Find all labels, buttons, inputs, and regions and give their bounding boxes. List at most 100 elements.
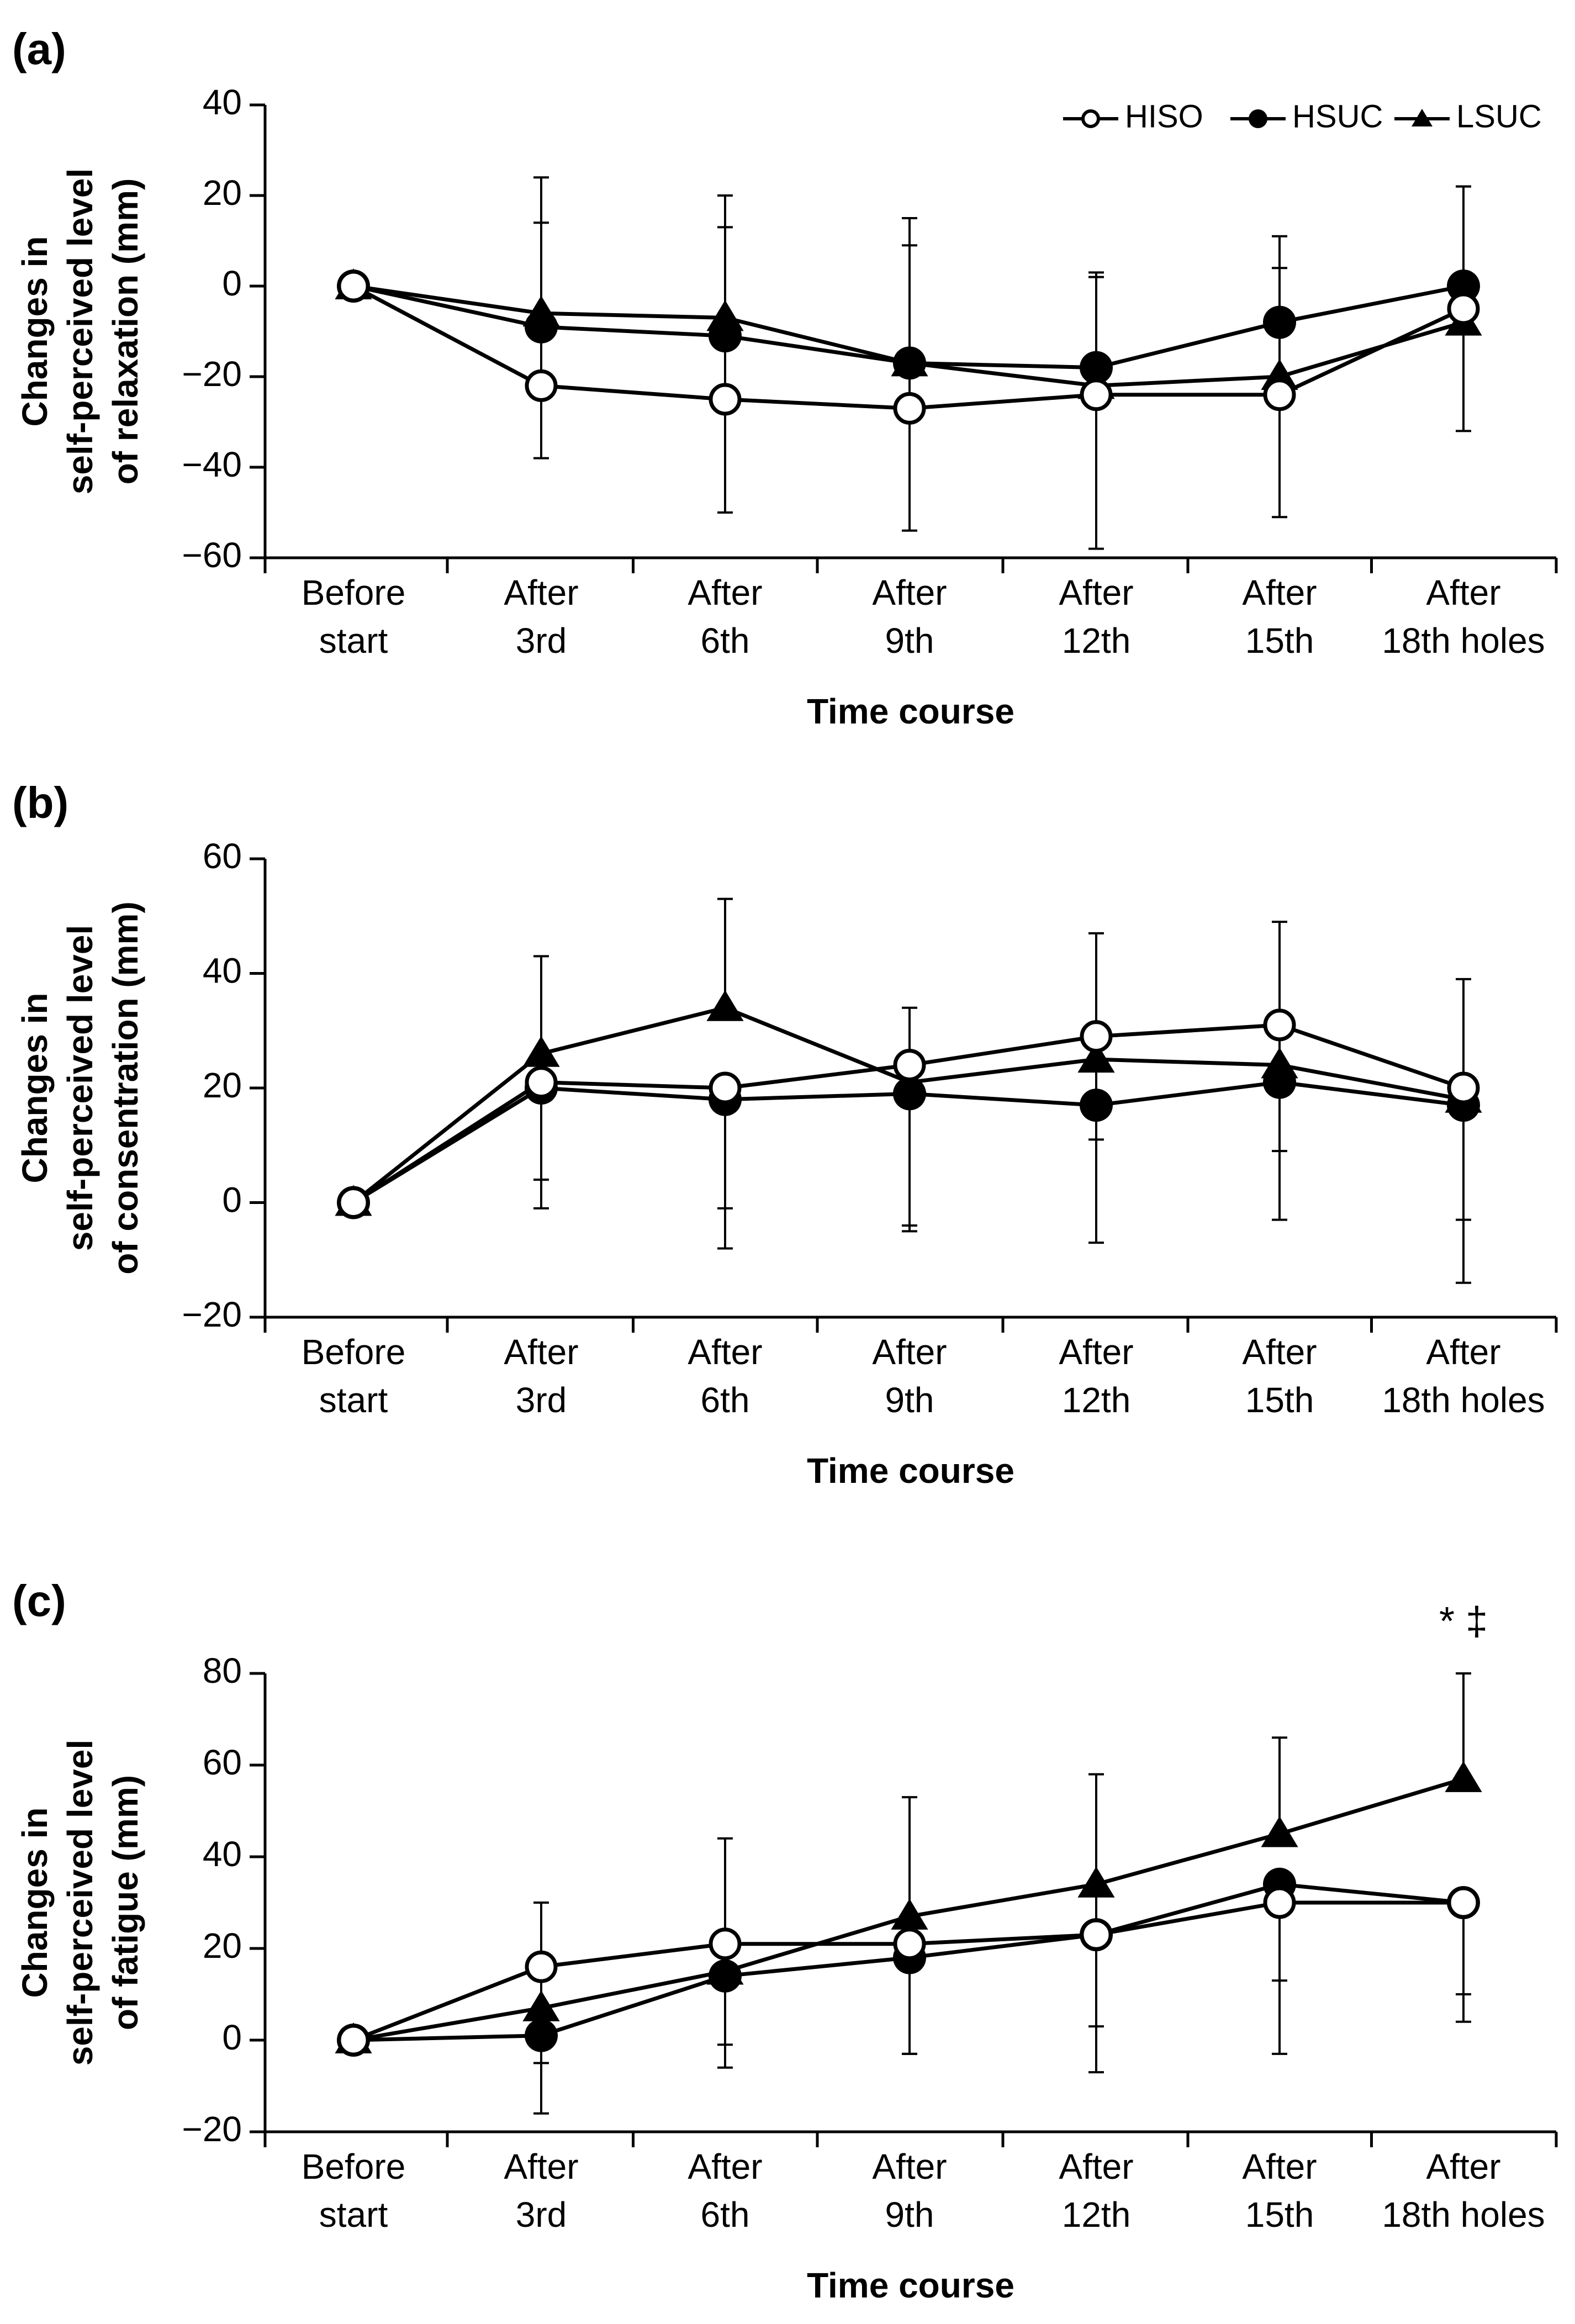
x-tick-label: 18th holes	[1382, 621, 1545, 661]
y-axis-title: self-perceived level	[60, 925, 100, 1251]
panel-label: (a)	[12, 24, 66, 73]
x-tick-label: 9th	[885, 1380, 934, 1420]
y-tick-label: 60	[203, 1742, 242, 1782]
y-tick-label: 0	[222, 1180, 242, 1219]
chart-panel-2: (b) −20 0 20 40 60 Before start After 3rd After 6th…	[12, 778, 1558, 1491]
panel-label: (b)	[12, 778, 68, 827]
y-tick-label: 20	[203, 1926, 242, 1966]
x-tick-label: start	[319, 2195, 388, 2235]
data-point-lsuc	[1445, 1761, 1482, 1792]
y-tick-label: 40	[203, 82, 242, 122]
x-tick-label: After	[688, 573, 762, 612]
y-axis-title: self-perceived level	[60, 168, 100, 495]
panel-label: (c)	[12, 1576, 66, 1625]
x-tick-label: After	[872, 1332, 947, 1372]
legend-label: HISO	[1125, 98, 1203, 134]
y-axis-title: Changes in	[15, 236, 55, 427]
y-axis-title: self-perceived level	[60, 1740, 100, 2066]
data-point-hsuc	[1263, 1065, 1296, 1099]
x-tick-label: 6th	[701, 621, 750, 661]
data-point-hiso	[1447, 1071, 1480, 1105]
x-tick-label: After	[504, 1332, 578, 1372]
legend-marker	[1081, 109, 1100, 128]
y-tick-label: −20	[182, 2109, 242, 2149]
x-tick-label: Before	[302, 1332, 406, 1372]
x-tick-label: After	[1059, 573, 1133, 612]
x-axis-title: Time course	[807, 691, 1014, 731]
x-tick-label: 12th	[1062, 2195, 1131, 2235]
y-tick-label: 40	[203, 1834, 242, 1874]
x-tick-label: 3rd	[516, 2195, 567, 2235]
x-tick-label: start	[319, 621, 388, 661]
y-axis-title: Changes in	[15, 1808, 55, 1998]
x-tick-label: 15th	[1245, 1380, 1314, 1420]
x-tick-label: After	[504, 2147, 578, 2186]
data-point-hsuc	[1080, 351, 1113, 384]
y-tick-label: −20	[182, 354, 242, 394]
x-tick-label: 12th	[1062, 621, 1131, 661]
data-point-hiso	[709, 1071, 742, 1105]
x-tick-label: After	[1426, 573, 1500, 612]
chart-panel-3: (c) −20 0 20 40 60 80 Before start After 3rd After 6…	[12, 1576, 1558, 2305]
data-point-hiso	[1263, 378, 1296, 411]
x-tick-label: After	[1242, 573, 1317, 612]
data-point-hsuc	[1447, 270, 1480, 303]
data-point-hiso	[709, 383, 742, 416]
legend-marker	[1249, 109, 1267, 128]
data-point-hsuc	[1263, 305, 1296, 339]
significance-annotation: * ‡	[1439, 1599, 1488, 1644]
data-point-hiso	[525, 1066, 558, 1099]
data-point-hsuc	[893, 346, 926, 380]
data-point-hiso	[1080, 378, 1113, 411]
y-tick-label: 20	[203, 173, 242, 213]
x-tick-label: 12th	[1062, 1380, 1131, 1420]
x-tick-label: After	[1059, 2147, 1133, 2186]
data-point-hiso	[1447, 1886, 1480, 1919]
data-point-hiso	[893, 1927, 926, 1961]
x-tick-label: start	[319, 1380, 388, 1420]
y-tick-label: −40	[182, 445, 242, 484]
data-point-lsuc	[522, 1036, 560, 1067]
x-tick-label: After	[1242, 2147, 1317, 2186]
data-point-hiso	[1263, 1886, 1296, 1919]
x-tick-label: After	[688, 1332, 762, 1372]
x-tick-label: 18th holes	[1382, 1380, 1545, 1420]
data-point-hiso	[1447, 292, 1480, 325]
x-tick-label: After	[1426, 1332, 1500, 1372]
y-tick-label: −20	[182, 1295, 242, 1334]
data-point-hiso	[1080, 1918, 1113, 1951]
data-point-hiso	[525, 1950, 558, 1983]
data-point-hiso	[893, 392, 926, 425]
x-tick-label: 9th	[885, 621, 934, 661]
y-axis-title: of consentration (mm)	[105, 901, 145, 1275]
y-tick-label: 60	[203, 836, 242, 876]
data-point-hsuc	[893, 1077, 926, 1111]
x-tick-label: Before	[302, 573, 406, 612]
data-point-hsuc	[709, 1959, 742, 1993]
legend: HISO HSUC LSUC	[1063, 98, 1542, 134]
legend-label: HSUC	[1292, 98, 1383, 134]
legend-marker	[1412, 109, 1433, 126]
data-point-lsuc	[891, 1898, 928, 1930]
x-axis-title: Time course	[807, 2265, 1014, 2305]
data-point-hiso	[893, 1049, 926, 1081]
x-tick-label: 9th	[885, 2195, 934, 2235]
data-point-hiso	[1263, 1008, 1296, 1042]
x-tick-label: 18th holes	[1382, 2195, 1545, 2235]
x-tick-label: After	[1059, 1332, 1133, 1372]
data-point-hsuc	[525, 2019, 558, 2052]
y-tick-label: 80	[203, 1651, 242, 1691]
data-point-hsuc	[709, 319, 742, 353]
x-tick-label: 6th	[701, 1380, 750, 1420]
data-point-hiso	[1080, 1020, 1113, 1053]
chart-panel-1: (a) −60 −40 −20 0 20 40 Before start After 3rd Afte…	[12, 24, 1558, 731]
x-tick-label: 6th	[701, 2195, 750, 2235]
y-tick-label: −60	[182, 535, 242, 575]
data-point-lsuc	[706, 990, 744, 1021]
x-tick-label: Before	[302, 2147, 406, 2186]
x-tick-label: 3rd	[516, 1380, 567, 1420]
legend-label: LSUC	[1456, 98, 1542, 134]
y-tick-label: 0	[222, 2017, 242, 2057]
x-tick-label: After	[1426, 2147, 1500, 2186]
